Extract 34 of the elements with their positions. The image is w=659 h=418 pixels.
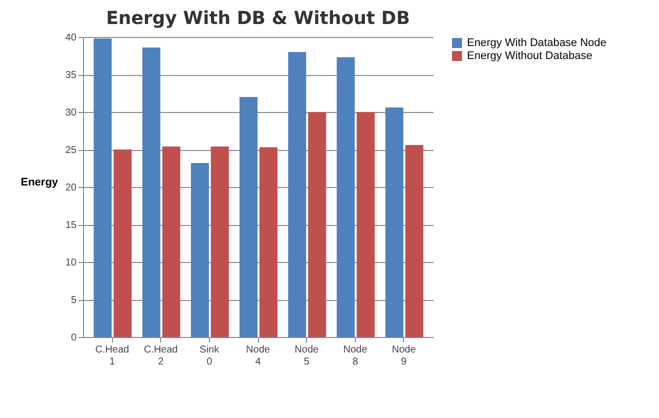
bar xyxy=(259,147,278,337)
bar xyxy=(308,112,326,337)
bar xyxy=(240,97,258,337)
x-tick-label: Node 8 xyxy=(343,344,368,368)
y-tick-label: 5 xyxy=(70,295,77,306)
x-tick-label: Sink 0 xyxy=(200,344,220,368)
bar xyxy=(356,112,375,337)
y-tick-label: 0 xyxy=(70,332,77,344)
bar xyxy=(114,150,132,337)
x-tick-label: Node 5 xyxy=(294,344,320,368)
bar xyxy=(190,163,209,337)
y-tick-label: 40 xyxy=(65,32,77,44)
x-tick-label: C.Head 1 xyxy=(95,344,130,368)
x-tick-label: C.Head 2 xyxy=(144,344,178,368)
y-tick-label: 20 xyxy=(65,182,77,194)
y-tick-label: 25 xyxy=(65,145,77,156)
x-tick-label: Node 4 xyxy=(246,344,270,368)
bar xyxy=(162,146,180,337)
bar xyxy=(385,108,404,337)
y-tick-label: 15 xyxy=(65,220,77,231)
legend-label: Energy Without Database xyxy=(467,50,592,62)
bar xyxy=(142,48,160,337)
bar xyxy=(210,146,229,337)
legend-label: Energy With Database Node xyxy=(467,37,606,49)
bar xyxy=(336,57,355,337)
bar xyxy=(94,38,112,337)
bar xyxy=(288,52,306,337)
y-tick-label: 35 xyxy=(65,70,77,81)
y-tick-label: 30 xyxy=(65,108,77,118)
chart-title: Energy With DB & Without DB xyxy=(106,8,410,29)
bar xyxy=(405,145,424,337)
y-axis-title: Energy xyxy=(20,176,59,188)
x-tick-label: Node 9 xyxy=(392,344,416,368)
y-tick-label: 10 xyxy=(65,258,77,268)
